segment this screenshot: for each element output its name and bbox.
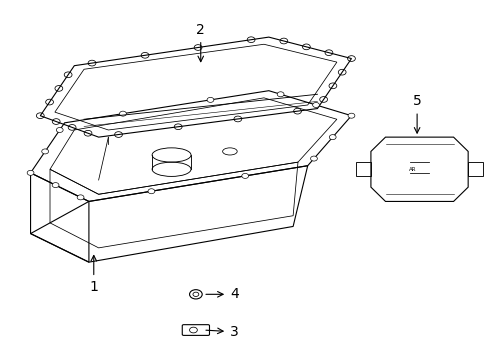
Circle shape [27,170,34,175]
Circle shape [119,111,126,116]
Circle shape [41,149,48,154]
Circle shape [241,174,248,179]
Circle shape [310,156,317,161]
Circle shape [347,113,354,118]
Text: 4: 4 [205,287,238,301]
Circle shape [206,97,213,102]
Circle shape [52,183,59,188]
Circle shape [312,103,319,108]
Text: 3: 3 [205,325,238,339]
Text: 2: 2 [196,23,204,62]
Text: 5: 5 [412,94,421,133]
Circle shape [328,135,335,140]
Text: 1: 1 [89,256,98,294]
Circle shape [148,189,155,194]
Circle shape [56,127,63,132]
Text: AR: AR [407,167,415,172]
Circle shape [277,92,284,97]
Circle shape [77,195,84,200]
